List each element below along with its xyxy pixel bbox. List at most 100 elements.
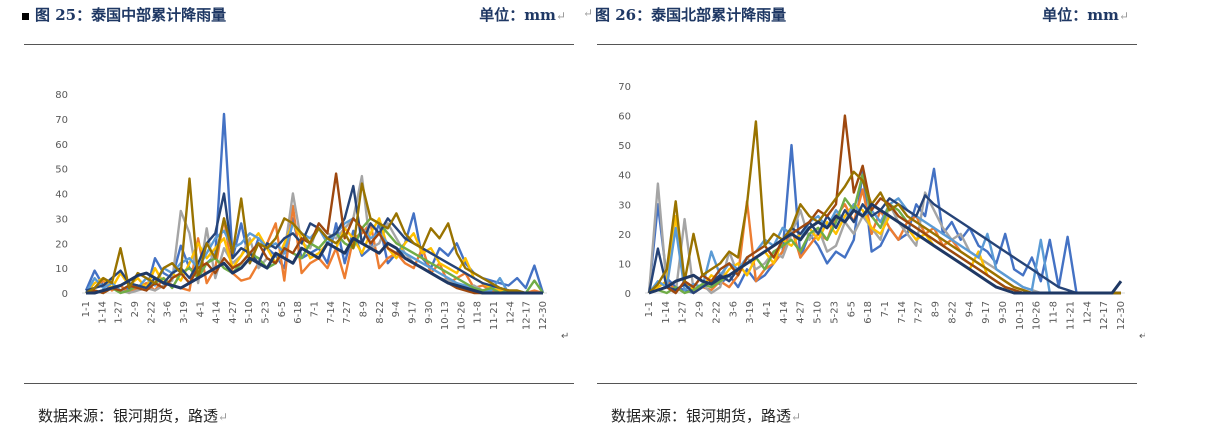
series-line [84,112,545,294]
x-tick-label: 3-6 [728,301,739,317]
chart-title-row: 图 25：泰国中部累计降雨量 单位：mm↵ [22,4,582,28]
y-tick-label: 30 [55,214,68,225]
series-line [85,177,543,295]
chart-title-row: 图 26：泰国北部累计降雨量 单位：mm↵ [595,4,1145,28]
y-tick-label: 70 [55,115,68,126]
x-tick-label: 9-30 [424,301,435,324]
x-tick-label: 6-5 [846,301,857,317]
x-tick-label: 12-17 [522,301,533,330]
x-tick-label: 9-4 [964,301,975,317]
x-tick-label: 9-17 [407,301,418,324]
chart-title: 图 26：泰国北部累计降雨量 [595,4,786,25]
x-tick-label: 7-1 [880,301,891,317]
unit-text: 单位：mm [479,6,556,24]
x-tick-label: 5-10 [813,301,824,324]
chart-title: 图 25：泰国中部累计降雨量 [22,4,226,25]
x-tick-label: 5-23 [261,301,272,324]
x-tick-label: 2-22 [711,301,722,324]
y-tick-label: 80 [55,90,68,101]
y-tick-label: 10 [618,259,631,270]
chart-title-text: 图 25：泰国中部累计降雨量 [35,6,227,24]
source-text: 数据来源：银河期货，路透 [611,407,792,425]
x-tick-label: 8-9 [358,301,369,317]
return-mark-icon: ↵ [218,410,229,424]
x-tick-label: 12-4 [1082,301,1093,324]
x-tick-label: 10-26 [456,301,467,330]
y-tick-label: 70 [618,82,631,93]
top-rule [24,44,574,45]
unit-label: 单位：mm↵ [479,4,566,25]
x-tick-label: 7-1 [310,301,321,317]
x-tick-label: 12-17 [1099,301,1110,330]
x-tick-label: 11-8 [1049,301,1060,324]
bullet-icon [22,12,29,20]
x-tick-label: 5-23 [829,301,840,324]
bottom-rule [24,383,574,384]
x-tick-label: 7-27 [342,301,353,324]
x-tick-label: 1-1 [81,301,92,317]
x-tick-label: 6-5 [277,301,288,317]
x-tick-label: 1-27 [678,301,689,324]
return-mark-icon: ↵ [1118,9,1129,23]
series-line [647,194,1121,295]
x-tick-label: 10-13 [1015,301,1026,330]
x-tick-label: 8-22 [375,301,386,324]
return-mark-icon: ↵ [561,331,569,342]
chart-title-text: 图 26：泰国北部累计降雨量 [595,6,787,24]
x-tick-label: 7-14 [897,301,908,324]
y-tick-label: 30 [618,200,631,211]
x-tick-label: 12-4 [505,301,516,324]
x-tick-label: 11-21 [489,301,500,330]
return-mark-icon: ↵ [583,6,594,20]
source-text: 数据来源：银河期货，路透 [38,407,219,425]
rainfall-chart-central: 0 10 20 30 40 50 60 70 80 1-1 1-14 1-27 2-9 2-22 3-6 3-… [55,90,569,342]
x-tick-label: 3-19 [179,301,190,324]
x-tick-label: 12-30 [1116,301,1127,330]
x-tick-label: 9-30 [998,301,1009,324]
series-line [648,120,1121,295]
x-tick-label: 9-17 [981,301,992,324]
y-tick-label: 60 [618,112,631,123]
chart-panel-northern: 图 26：泰国北部累计降雨量 单位：mm↵ 0 10 20 30 40 50 60 70 1-1… [595,0,1145,435]
return-mark-icon: ↵ [791,410,802,424]
x-tick-label: 1-27 [114,301,125,324]
x-tick-label: 2-9 [130,301,141,317]
x-tick-label: 6-18 [863,301,874,324]
series-line [85,172,543,295]
x-tick-label: 1-14 [661,301,672,324]
chart-panel-central: 图 25：泰国中部累计降雨量 单位：mm↵ 0 10 20 30 40 50 60 70 80 1… [22,0,582,435]
x-tick-label: 8-22 [947,301,958,324]
x-tick-label: 2-22 [146,301,157,324]
series-line [85,217,544,295]
x-tick-label: 4-1 [762,301,773,317]
y-tick-label: 40 [55,190,68,201]
y-tick-label: 60 [55,140,68,151]
x-tick-label: 7-27 [914,301,925,324]
unit-text: 单位：mm [1042,6,1119,24]
x-tick-label: 4-14 [212,301,223,324]
x-tick-label: 4-27 [796,301,807,324]
y-tick-label: 50 [55,165,68,176]
y-tick-label: 20 [55,239,68,250]
y-tick-label: 50 [618,141,631,152]
x-tick-label: 11-8 [473,301,484,324]
y-tick-label: 20 [618,230,631,241]
x-tick-label: 5-10 [244,301,255,324]
rainfall-chart-northern: 0 10 20 30 40 50 60 70 1-1 1-14 1-27 2-9 2-22 3-6 3-19… [618,82,1145,342]
x-tick-label: 3-19 [745,301,756,324]
unit-label: 单位：mm↵ [1042,4,1129,25]
bottom-rule [597,383,1137,384]
series-line [648,202,1123,295]
x-tick-label: 7-14 [326,301,337,324]
x-tick-label: 2-9 [695,301,706,317]
top-rule [597,44,1137,45]
return-mark-icon: ↵ [555,9,566,23]
x-tick-label: 6-18 [293,301,304,324]
source-note: 数据来源：银河期货，路透↵ [38,405,228,426]
x-tick-label: 12-30 [538,301,549,330]
x-tick-label: 3-6 [163,301,174,317]
y-tick-label: 10 [55,264,68,275]
source-note: 数据来源：银河期货，路透↵ [611,405,801,426]
x-tick-label: 1-14 [97,301,108,324]
x-tick-label: 1-1 [644,301,655,317]
